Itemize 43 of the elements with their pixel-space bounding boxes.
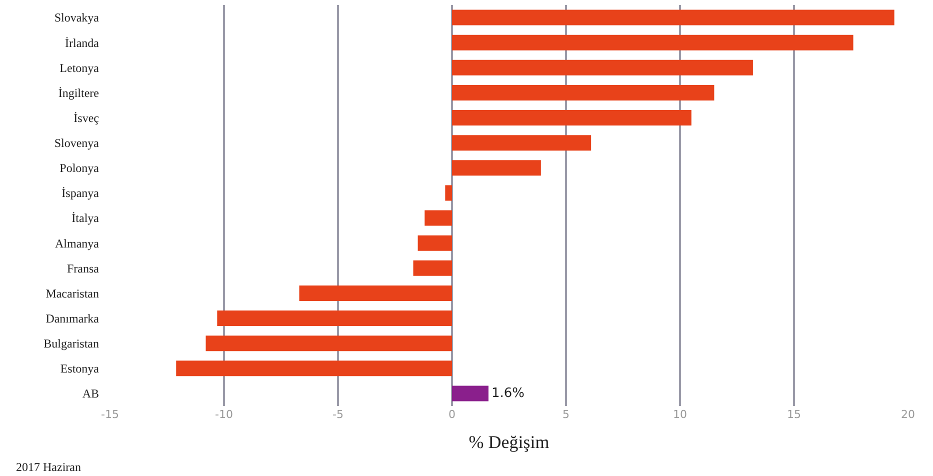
y-tick-label: Fransa [67,261,100,276]
bar [452,84,714,100]
y-tick-label: İspanya [62,186,100,200]
bar [413,260,452,276]
x-tick-label: 20 [901,408,915,421]
bar [452,110,692,126]
bar [206,336,452,352]
x-tick-label: 5 [562,408,570,421]
bar [424,210,452,226]
x-tick-label: 0 [448,408,456,421]
y-tick-label: Almanya [55,236,100,250]
x-tick-label: 15 [787,408,801,421]
y-tick-label: Macaristan [46,286,99,300]
bar [452,10,894,26]
y-tick-label: İtalya [72,211,100,226]
x-tick-label: -10 [215,408,233,421]
y-tick-label: İngiltere [58,86,99,100]
y-tick-label: AB [82,386,99,401]
y-tick-label: Estonya [60,362,100,376]
bar [452,386,488,402]
bar [418,235,452,251]
bar [445,185,452,201]
y-tick-label: Slovenya [54,136,100,150]
x-axis-title: % Değişim [468,432,550,452]
data-label: 1.6% [491,386,525,401]
y-tick-label: İsveç [74,110,99,125]
text: 2017 Haziran [16,460,81,474]
y-tick-label: Polonya [60,161,100,176]
y-tick-label: Letonya [60,60,100,75]
bar [299,285,452,301]
y-tick-label: Bulgaristan [44,336,99,351]
y-tick-label: Danımarka [46,311,100,326]
bar [217,310,452,326]
bar [176,360,452,376]
y-tick-label: İrlanda [65,36,100,50]
x-tick-label: -15 [101,408,119,421]
x-tick-label: 10 [673,408,687,421]
y-tick-label: Slovakya [54,10,100,25]
bar [452,60,753,76]
x-tick-label: -5 [332,408,344,421]
bar [452,135,592,151]
bar [452,160,541,176]
bar [452,34,854,50]
